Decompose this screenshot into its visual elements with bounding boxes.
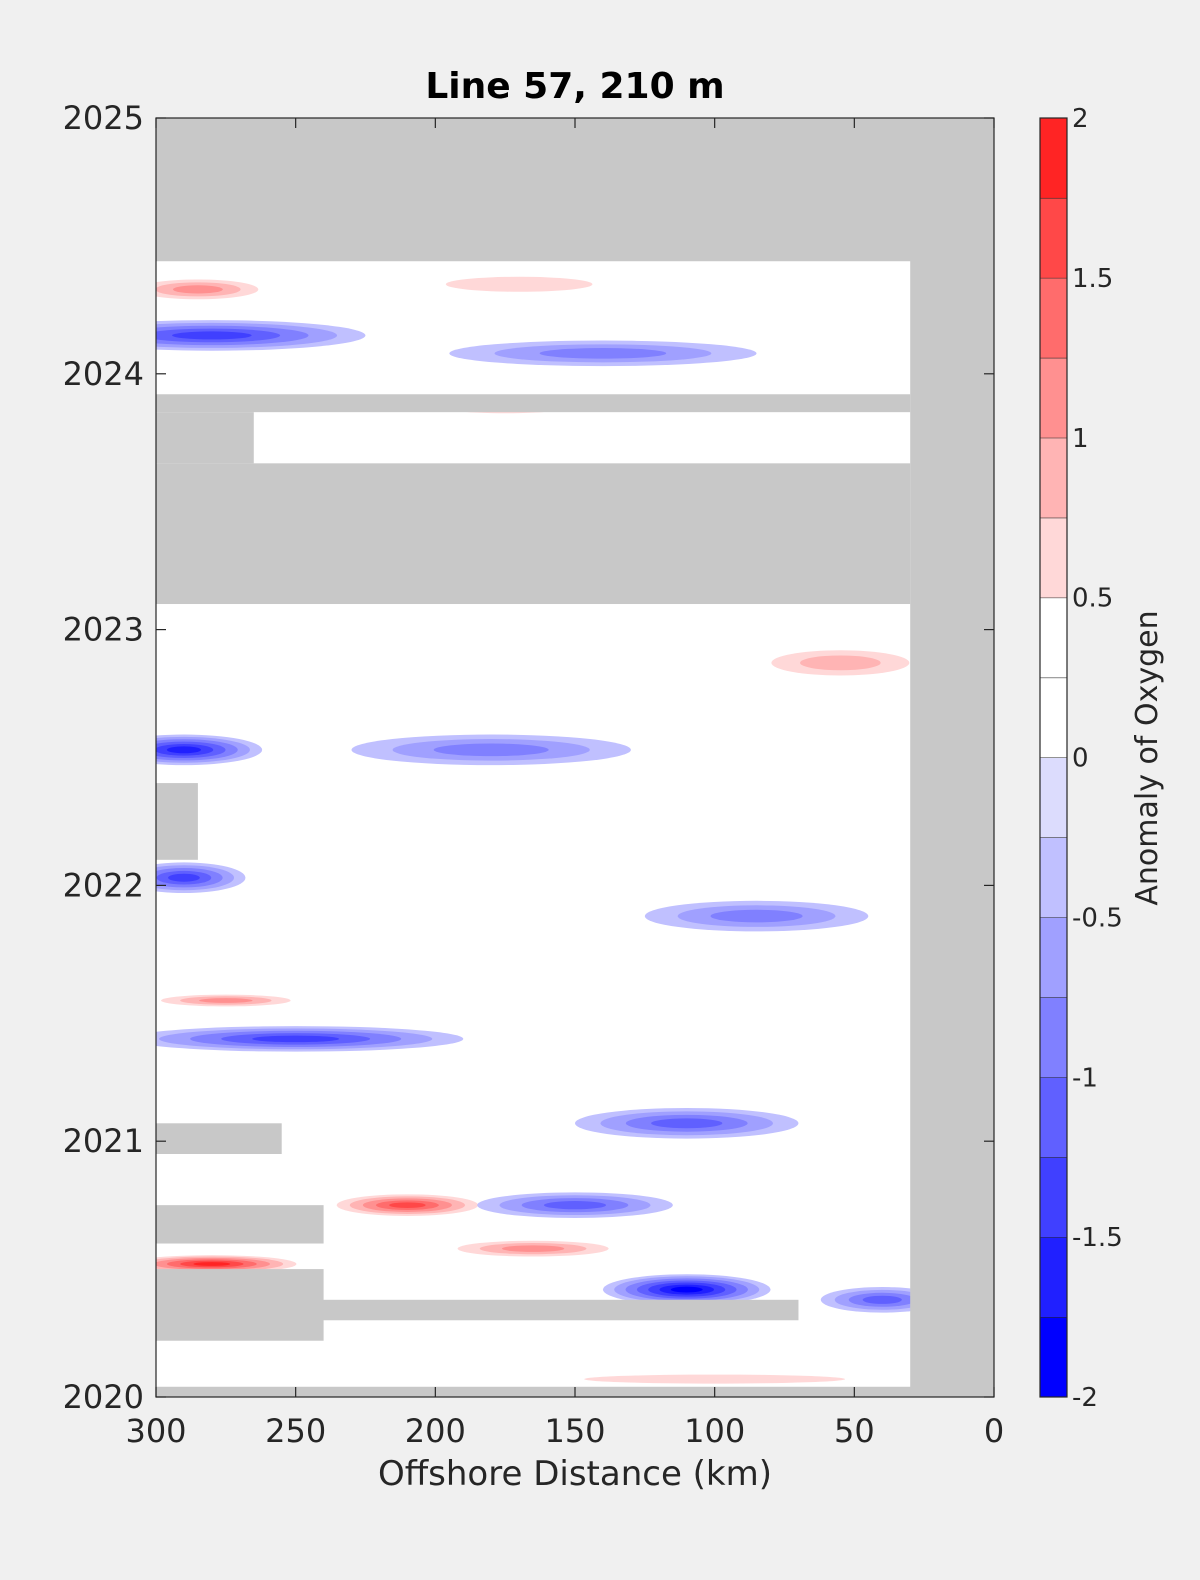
colorbar-segment [1040,837,1067,918]
contour-level [433,743,549,757]
colorbar-tick-label: 0 [1072,744,1089,774]
anomaly-feature [156,992,310,1009]
contour-level [168,873,200,882]
contour-level [252,1035,340,1043]
contour-level [670,1286,703,1293]
colorbar-segment [1040,1077,1067,1158]
chart-title: Line 57, 210 m [425,66,724,107]
anomaly-feature [477,1192,673,1218]
colorbar-segment [1040,197,1067,278]
colorbar-segment [1040,517,1067,598]
contour-level [543,1201,607,1210]
colorbar-segment [1040,597,1067,678]
anomaly-feature [156,276,277,303]
colorbar-segment [1040,357,1067,438]
nodata-region [910,118,994,1397]
anomaly-feature [449,340,757,367]
contour-level [651,1118,723,1129]
anomaly-feature [156,1026,464,1052]
x-tick-label: 250 [265,1412,326,1450]
colorbar-segment [1040,1157,1067,1238]
anomaly-feature [602,1274,771,1305]
contour-level [166,746,202,754]
nodata-region [156,1269,324,1341]
nodata-region [156,783,198,860]
colorbar-tick-label: 0.5 [1072,584,1113,614]
contour-level [539,348,667,359]
contour-level [445,276,593,292]
anomaly-feature [156,734,263,766]
colorbar-tick-label: -2 [1072,1383,1098,1413]
y-tick-label: 2024 [63,355,144,393]
colorbar: 2 1.5 1 0.5 0 -0.5 -1 -1.5 -2 [1039,104,1123,1413]
anomaly-feature [323,1192,492,1218]
colorbar-label: Anomaly of Oxygen [1130,610,1165,905]
y-tick-label: 2025 [63,99,144,137]
contour-level [710,909,803,923]
colorbar-frame [1039,117,1068,1398]
contour-level [199,998,253,1003]
colorbar-segment [1040,1237,1067,1318]
anomaly-feature [156,862,246,894]
anomaly-feature [742,644,939,681]
x-tick-label: 200 [405,1412,466,1450]
colorbar-segment [1040,997,1067,1078]
anomaly-feature [491,1371,939,1387]
x-tick-label: 300 [125,1412,186,1450]
colorbar-segment [1040,677,1067,758]
colorbar-tick-label: -1 [1072,1063,1098,1093]
colorbar-segment [1040,277,1067,358]
contour-level [501,1245,565,1252]
colorbar-tick-label: -1.5 [1072,1223,1123,1253]
x-tick-label: 0 [984,1412,1004,1450]
y-tick-label: 2021 [63,1122,144,1160]
plot-area [156,118,994,1397]
y-tick-label: 2022 [63,866,144,904]
anomaly-feature [435,1238,631,1259]
contour-level [173,285,223,294]
axis-ticks: 2020 2021 2022 2023 2024 2025 300 250 200 150 100 5… [63,99,1005,1450]
colorbar-segment [1040,118,1067,198]
anomaly-feature [393,271,645,298]
anomaly-feature [575,1107,799,1139]
nodata-region [156,1123,282,1154]
colorbar-tick-label: 2 [1072,104,1089,134]
contour-level [193,1262,231,1266]
contour-level [800,655,881,671]
x-tick-label: 100 [684,1412,745,1450]
nodata-region [156,118,994,262]
colorbar-tick-label: 1.5 [1072,264,1113,294]
x-axis-label: Offshore Distance (km) [378,1454,772,1494]
colorbar-segment [1040,757,1067,838]
colorbar-segment [1040,917,1067,998]
x-tick-label: 50 [834,1412,875,1450]
colorbar-tick-label: -0.5 [1072,903,1123,933]
y-tick-label: 2020 [63,1378,144,1416]
y-tick-label: 2023 [63,611,144,649]
contour-level [172,331,252,340]
contour-level [389,1202,426,1208]
nodata-region [156,394,911,413]
anomaly-feature [156,320,366,351]
contour-level [584,1374,846,1384]
colorbar-segment [1040,437,1067,518]
contour-level [862,1295,902,1304]
nodata-region [156,1205,324,1244]
x-tick-label: 150 [544,1412,605,1450]
nodata-region [156,412,254,464]
anomaly-feature [351,734,631,766]
nodata-region [156,463,911,605]
colorbar-segment [1040,1317,1067,1397]
colorbar-tick-label: 1 [1072,424,1089,454]
anomaly-feature [644,900,869,932]
anomaly-feature [156,1253,310,1275]
